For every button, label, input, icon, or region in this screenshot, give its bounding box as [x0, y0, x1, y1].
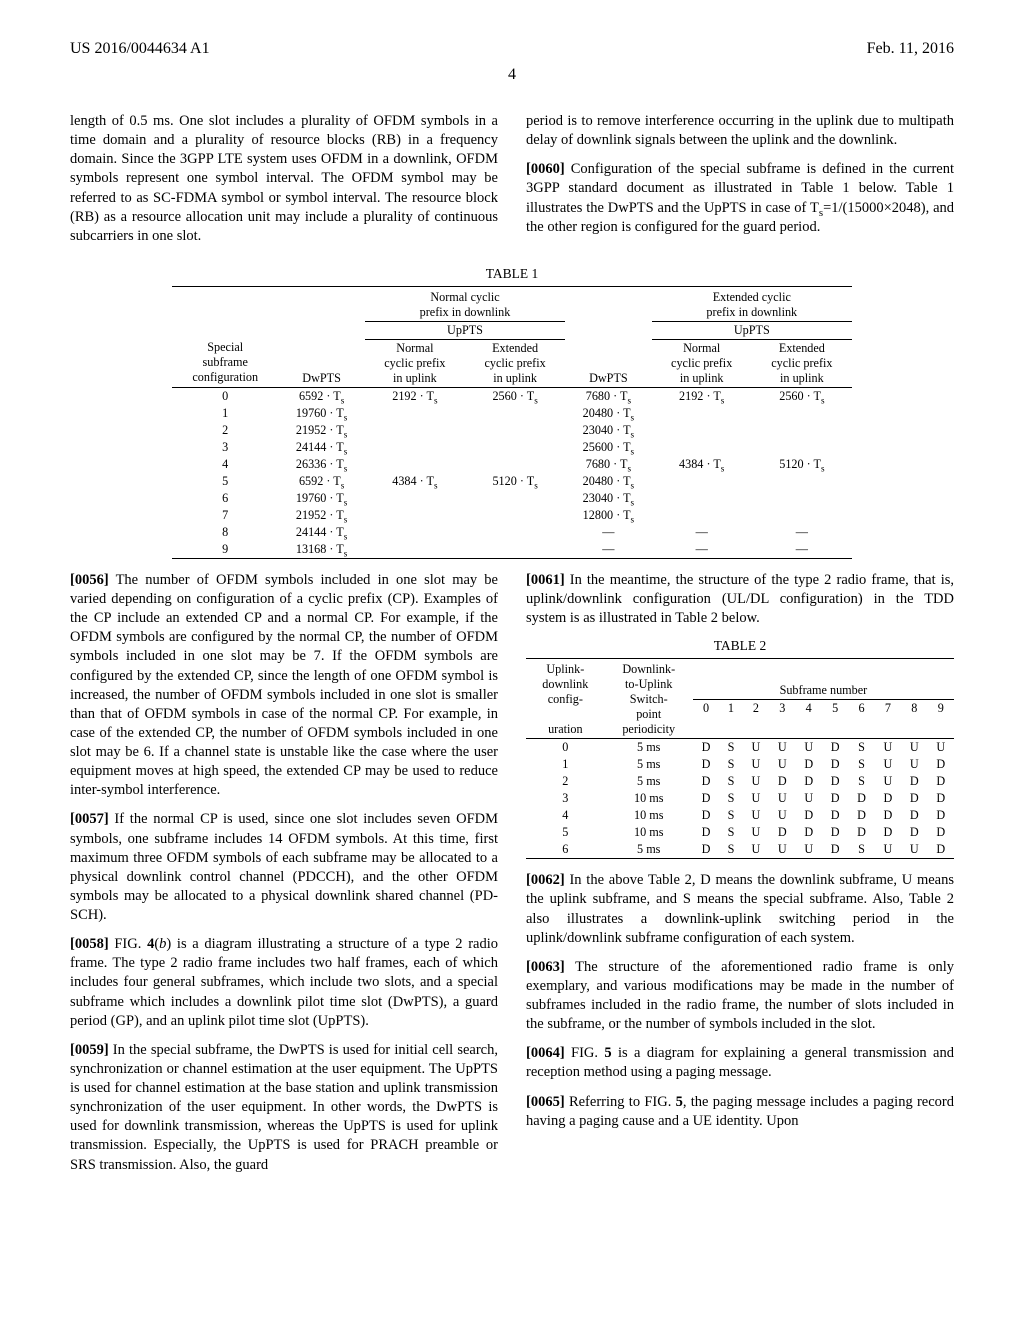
paragraph-intro-p1: length of 0.5 ms. One slot includes a pl…	[70, 112, 498, 246]
right-column: [0061] In the meantime, the structure of…	[526, 571, 954, 1185]
table-row: 426336 · Ts7680 · Ts4384 · Ts5120 · Ts	[172, 456, 852, 473]
table-row: 619760 · Ts23040 · Ts	[172, 490, 852, 507]
left-column: [0056] The number of OFDM symbols includ…	[70, 571, 498, 1185]
table-row: 510 msDSUDDDDDDD	[526, 824, 954, 841]
table-row: 25 msDSUDDDSUDD	[526, 773, 954, 790]
page-header: US 2016/0044634 A1 Feb. 11, 2016	[70, 40, 954, 58]
table-row: 15 msDSUUDDSUUD	[526, 756, 954, 773]
paragraph-0064: [0064] FIG. 5 is a diagram for explainin…	[526, 1044, 954, 1082]
para-label-0060: [0060]	[526, 161, 565, 177]
paragraph-0057: [0057] If the normal CP is used, since o…	[70, 810, 498, 925]
table-row: 310 msDSUUUDDDDD	[526, 790, 954, 807]
intro-left: length of 0.5 ms. One slot includes a pl…	[70, 112, 498, 256]
table2-caption: TABLE 2	[526, 638, 954, 654]
publication-number: US 2016/0044634 A1	[70, 40, 210, 58]
table1-caption: TABLE 1	[70, 266, 954, 282]
table-row: 56592 · Ts4384 · Ts5120 · Ts20480 · Ts	[172, 473, 852, 490]
publication-date: Feb. 11, 2016	[867, 40, 954, 58]
table-row: 65 msDSUUUDSUUD	[526, 841, 954, 859]
table-row: 721952 · Ts12800 · Ts	[172, 507, 852, 524]
intro-columns: length of 0.5 ms. One slot includes a pl…	[70, 112, 954, 256]
lower-columns: [0056] The number of OFDM symbols includ…	[70, 571, 954, 1185]
page-number: 4	[70, 66, 954, 84]
paragraph-intro-p2: period is to remove interference occurri…	[526, 112, 954, 150]
table-row: 05 msDSUUUDSUUU	[526, 739, 954, 757]
paragraph-0059: [0059] In the special subframe, the DwPT…	[70, 1041, 498, 1175]
table-row: 06592 · Ts2192 · Ts2560 · Ts7680 · Ts219…	[172, 387, 852, 405]
paragraph-0061: [0061] In the meantime, the structure of…	[526, 571, 954, 628]
paragraph-0060: [0060] Configuration of the special subf…	[526, 160, 954, 237]
paragraph-0056: [0056] The number of OFDM symbols includ…	[70, 571, 498, 801]
intro-right: period is to remove interference occurri…	[526, 112, 954, 256]
paragraph-0063: [0063] The structure of the aforemention…	[526, 958, 954, 1035]
table1: Normal cyclicprefix in downlink Extended…	[172, 286, 852, 559]
table-row: 119760 · Ts20480 · Ts	[172, 405, 852, 422]
table-row: 913168 · Ts———	[172, 541, 852, 559]
table2: Uplink-downlinkconfig-uration Downlink-t…	[526, 658, 954, 859]
paragraph-0062: [0062] In the above Table 2, D means the…	[526, 871, 954, 948]
paragraph-0065: [0065] Referring to FIG. 5, the paging m…	[526, 1093, 954, 1131]
page: US 2016/0044634 A1 Feb. 11, 2016 4 lengt…	[0, 0, 1024, 1225]
paragraph-0058: [0058] FIG. 4(b) is a diagram illustrati…	[70, 935, 498, 1031]
table-row: 824144 · Ts———	[172, 524, 852, 541]
table-row: 324144 · Ts25600 · Ts	[172, 439, 852, 456]
table-row: 410 msDSUUDDDDDD	[526, 807, 954, 824]
table-row: 221952 · Ts23040 · Ts	[172, 422, 852, 439]
